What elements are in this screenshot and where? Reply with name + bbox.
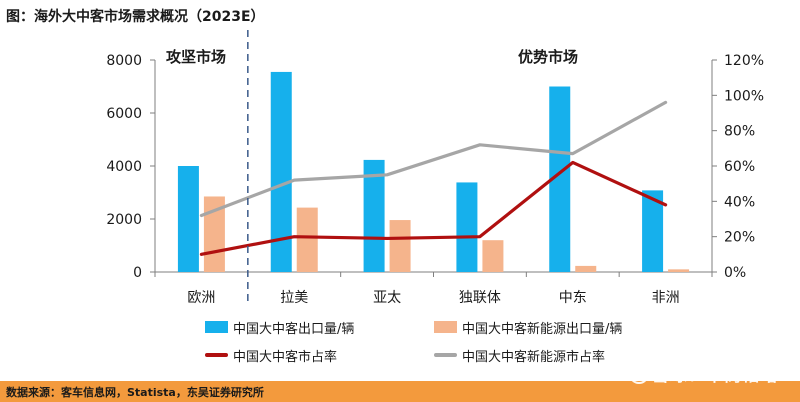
- watermark-snowball-icon: [629, 364, 649, 384]
- bar-export: [270, 71, 292, 272]
- legend-share-swatch: [205, 353, 228, 357]
- bar-ne-export: [389, 220, 411, 272]
- bar-ne-export: [668, 269, 690, 272]
- x-tick-label: 中东: [559, 290, 587, 306]
- footer-bar: 数据来源：客车信息网，Statista，东吴证券研究所: [0, 381, 800, 402]
- y-left-tick-label: 6000: [106, 106, 142, 122]
- line-ne-share: [199, 100, 668, 218]
- y-right-tick-label: 100%: [724, 88, 764, 104]
- y-right-tick-label: 40%: [724, 194, 755, 210]
- bar-export: [363, 159, 385, 272]
- bar-export: [549, 86, 571, 272]
- legend-ne-share-swatch: [434, 353, 457, 357]
- figure-title: 图：海外大中客市场需求概况（2023E）: [6, 9, 265, 25]
- legend-export-label: 中国大中客出口量/辆: [233, 322, 355, 337]
- x-tick-label: 独联体: [459, 290, 501, 306]
- y-right-tick-label: 60%: [724, 159, 755, 175]
- chart: 0 2000 4000 6000 8000 0% 20% 40% 60% 80% 100% 120% 欧…: [106, 30, 764, 306]
- annotation-right: 优势市场: [518, 48, 578, 66]
- bar-ne-export: [296, 207, 318, 272]
- x-tick-label: 欧洲: [187, 290, 215, 306]
- bar-export: [642, 190, 664, 272]
- y-right-tick-label: 0%: [724, 265, 746, 281]
- line-share: [199, 160, 668, 256]
- y-right-tick-label: 80%: [724, 124, 755, 140]
- y-left-tick-label: 2000: [106, 212, 142, 228]
- y-right-tick-label: 20%: [724, 230, 755, 246]
- watermark-text: 雪球：华商韬略: [652, 366, 778, 386]
- y-right-tick-label: 120%: [724, 53, 764, 69]
- y-left-tick-label: 4000: [106, 159, 142, 175]
- y-left-tick-label: 8000: [106, 53, 142, 69]
- source-note: 数据来源：客车信息网，Statista，东吴证券研究所: [6, 386, 264, 399]
- annotation-left: 攻坚市场: [166, 48, 226, 66]
- legend-export-swatch: [205, 321, 228, 333]
- legend-ne-export-swatch: [434, 321, 457, 333]
- legend-ne-share-label: 中国大中客新能源市占率: [462, 350, 606, 365]
- bar-ne-export: [575, 265, 597, 272]
- x-tick-label: 拉美: [280, 290, 308, 306]
- bar-ne-export: [482, 240, 504, 272]
- y-left-tick-label: 0: [133, 265, 142, 281]
- legend-share-label: 中国大中客市占率: [233, 350, 338, 365]
- x-tick-label: 亚太: [373, 290, 401, 306]
- bar-export: [177, 166, 199, 272]
- bar-export: [456, 182, 478, 272]
- watermark: 雪球：华商韬略: [629, 361, 778, 386]
- legend-ne-export-label: 中国大中客新能源出口量/辆: [462, 322, 623, 337]
- x-tick-label: 非洲: [652, 290, 680, 306]
